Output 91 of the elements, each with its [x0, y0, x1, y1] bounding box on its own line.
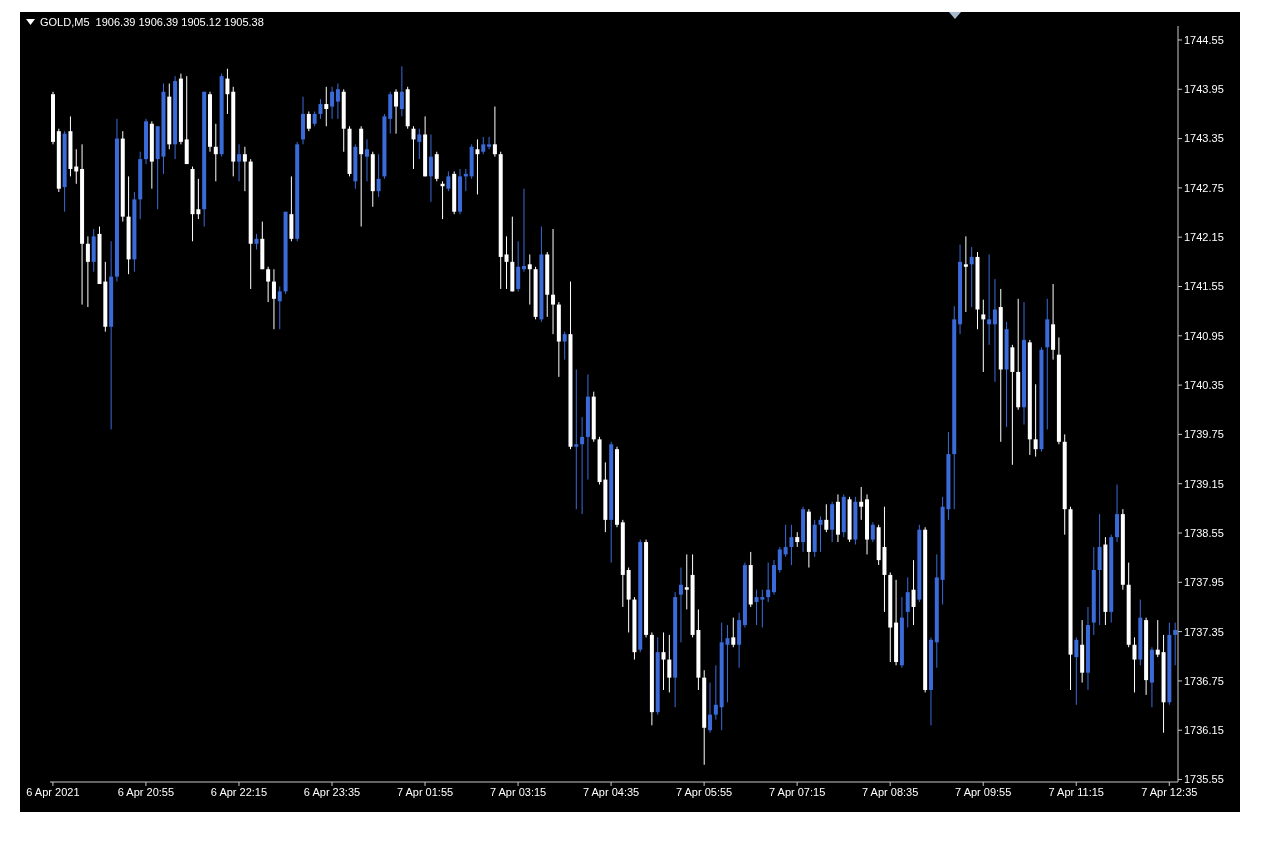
y-tick-label: 1742.15 — [1184, 231, 1224, 244]
y-tick-label: 1739.15 — [1184, 477, 1224, 490]
x-tick-label: 7 Apr 04:35 — [582, 785, 640, 798]
x-tick-label: 7 Apr 05:55 — [675, 785, 733, 798]
x-tick-label: 7 Apr 09:55 — [955, 785, 1012, 798]
x-tick-label: 7 Apr 08:35 — [862, 785, 919, 798]
candlestick — [551, 228, 556, 335]
x-tick-label: 7 Apr 12:35 — [1141, 785, 1198, 798]
y-tick-label: 1737.95 — [1184, 576, 1224, 589]
y-tick-label: 1735.55 — [1184, 773, 1224, 786]
y-tick-label: 1743.35 — [1184, 132, 1224, 145]
candlestick — [516, 240, 521, 292]
candlestick — [394, 88, 399, 135]
x-tick-label: 6 Apr 2021 — [26, 785, 80, 798]
candlestick — [1115, 484, 1120, 543]
candlestick — [766, 562, 771, 603]
candlestick — [969, 246, 974, 308]
candlestick — [225, 68, 230, 115]
candlestick — [789, 524, 794, 566]
y-tick-label: 1739.75 — [1184, 428, 1224, 441]
candlestick — [1173, 622, 1178, 666]
x-tick-label: 7 Apr 11:15 — [1048, 785, 1104, 798]
chart-title: GOLD,M5 1906.39 1906.39 1905.12 1905.38 — [40, 16, 264, 28]
candlestick — [330, 86, 335, 120]
y-tick-label: 1743.95 — [1184, 83, 1224, 96]
candlestick — [492, 106, 497, 158]
candlestick — [242, 146, 247, 192]
candlestick — [562, 331, 567, 361]
candlestick — [446, 170, 451, 192]
candlestick — [213, 123, 218, 182]
x-tick-label: 6 Apr 23:35 — [303, 785, 361, 798]
candlestick — [661, 631, 666, 691]
candlestick — [783, 524, 788, 558]
candlestick — [870, 521, 875, 543]
candlestick — [992, 278, 997, 383]
candlestick — [684, 553, 689, 610]
x-tick-label: 7 Apr 01:55 — [396, 785, 454, 798]
candlestick — [475, 138, 480, 195]
candlestick — [521, 188, 526, 273]
candlestick — [981, 299, 986, 373]
y-tick-label: 1736.75 — [1184, 674, 1224, 687]
candlestick — [527, 253, 532, 306]
candlestick — [487, 136, 492, 150]
candlestick — [318, 98, 323, 120]
candlestick — [324, 86, 329, 127]
x-tick-label: 7 Apr 07:15 — [769, 785, 826, 798]
candlestick — [266, 266, 271, 303]
candlestick — [911, 559, 916, 626]
candlestick — [1097, 513, 1102, 626]
x-tick-label: 6 Apr 20:55 — [117, 785, 175, 798]
candlestick — [859, 486, 864, 521]
x-tick-label: 6 Apr 22:15 — [210, 785, 268, 798]
candlestick — [271, 268, 276, 330]
y-tick-label: 1741.55 — [1184, 280, 1224, 293]
candlestick — [824, 503, 829, 533]
candlestick — [417, 128, 422, 160]
x-tick-label: 7 Apr 03:15 — [489, 785, 547, 798]
candlestick — [1132, 636, 1137, 693]
candlestick — [777, 546, 782, 573]
y-tick-label: 1736.15 — [1184, 724, 1224, 737]
candlestick — [399, 65, 404, 117]
candlestick — [411, 125, 416, 170]
candlestick — [504, 235, 509, 290]
candlestick — [1033, 383, 1038, 458]
candlestick — [667, 634, 672, 693]
candlestick — [713, 664, 718, 721]
candlestick — [905, 576, 910, 629]
candlestick — [85, 235, 90, 308]
candlestick — [963, 235, 968, 313]
candlestick — [335, 83, 340, 120]
candlestick — [574, 368, 579, 510]
candlestick — [818, 516, 823, 553]
candlestick — [1155, 619, 1160, 658]
candlestick — [306, 110, 311, 132]
y-tick-label: 1737.35 — [1184, 625, 1224, 638]
candlestick — [364, 138, 369, 182]
candlestick — [678, 567, 683, 643]
y-tick-label: 1740.95 — [1184, 329, 1224, 342]
candlestick — [1074, 636, 1079, 706]
y-tick-label: 1740.35 — [1184, 379, 1224, 392]
y-tick-label: 1744.55 — [1184, 33, 1224, 46]
candlestick — [708, 682, 713, 734]
y-tick-label: 1738.55 — [1184, 526, 1224, 539]
candlestick — [376, 153, 381, 198]
candlestick — [987, 253, 992, 346]
candlestick — [731, 617, 736, 648]
candlestick — [580, 416, 585, 515]
candlestick — [237, 143, 242, 182]
y-tick-label: 1742.75 — [1184, 181, 1224, 194]
candlestick — [277, 285, 282, 330]
candlestick — [428, 133, 433, 203]
